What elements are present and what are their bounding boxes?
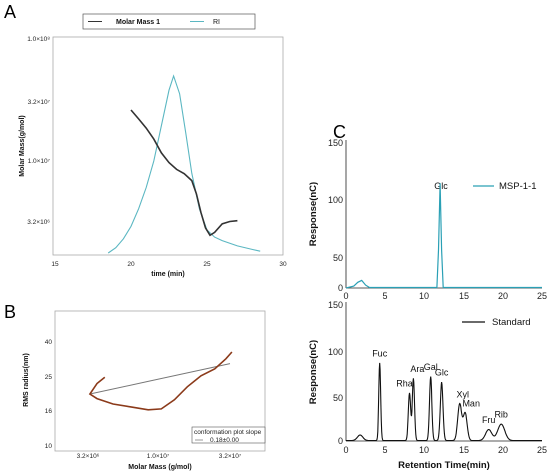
b-y-axis-label: RMS radius(nm): [23, 353, 30, 407]
a-ytick-2: 3.2×10⁷: [28, 99, 51, 106]
c-top-ytick-3: 150: [328, 138, 343, 148]
a-ytick-3: 1.0×10⁸: [27, 36, 50, 43]
c-bottom-peak-label-fru: Fru: [482, 415, 496, 425]
c-bottom-xtick-4: 20: [498, 445, 508, 455]
c-bottom-xtick-0: 0: [343, 445, 348, 455]
a-x-axis-label: time (min): [151, 271, 184, 278]
b-slope-annotation-box: [191, 426, 266, 444]
c-bottom-xtick-3: 15: [459, 445, 469, 455]
chart-c-bottom: 150 100 50 0 0 5 10 15 20 25 Retention T…: [308, 300, 547, 471]
c-top-xtick-3: 15: [459, 291, 469, 301]
b-ytick-1: 16: [45, 408, 53, 415]
b-xtick-0: 3.2×10⁶: [77, 453, 100, 460]
b-xtick-1: 1.0×10⁷: [147, 453, 170, 460]
c-bottom-peak-label-ara: Ara: [410, 364, 424, 374]
chart-a-frame: [52, 36, 284, 256]
panel-label-a: A: [4, 2, 16, 22]
c-bottom-y-axis-label: Response(nC): [308, 340, 319, 404]
c-bottom-peak-label-man: Man: [462, 399, 480, 409]
a-xtick-3: 30: [279, 261, 287, 268]
c-bottom-ytick-0: 0: [338, 436, 343, 446]
c-bottom-xtick-1: 5: [382, 445, 387, 455]
chart-c-top: 150 100 50 0 0 5 10 15 20 25 Response(nC…: [308, 138, 547, 301]
legend-ri-label: RI: [213, 19, 220, 26]
c-top-y-axis-label: Response(nC): [308, 182, 319, 246]
b-ytick-2: 25: [45, 374, 53, 381]
b-xtick-2: 3.2×10⁷: [219, 453, 242, 460]
a-xtick-2: 25: [203, 261, 211, 268]
c-bottom-standard-series-line: [346, 362, 542, 442]
c-top-xtick-5: 25: [537, 291, 547, 301]
c-top-xtick-0: 0: [343, 291, 348, 301]
c-bottom-legend-label: Standard: [492, 317, 531, 328]
c-top-legend-label: MSP-1-1: [499, 181, 536, 192]
c-top-xtick-4: 20: [498, 291, 508, 301]
c-top-ytick-1: 50: [333, 253, 343, 263]
panel-label-c: C: [333, 122, 346, 142]
a-ytick-1: 1.0×10⁷: [28, 158, 51, 165]
c-bottom-peak-label-gal: Gal: [424, 362, 438, 372]
b-ytick-3: 40: [45, 339, 53, 346]
chart-a-legend: [82, 13, 256, 30]
c-top-ytick-2: 100: [328, 195, 343, 205]
a-y-axis-label: Molar Mass(g/mol): [19, 115, 26, 176]
a-ri-series-line: [107, 74, 261, 254]
panel-label-b: B: [4, 302, 16, 322]
a-xtick-0: 15: [51, 261, 59, 268]
c-top-xtick-1: 5: [382, 291, 387, 301]
c-bottom-peak-label-rib: Rib: [494, 410, 508, 420]
b-fit-series-line: [89, 363, 231, 395]
a-molar-mass-series-line: [130, 109, 238, 237]
b-ytick-0: 10: [45, 443, 53, 450]
c-bottom-peak-label-fuc: Fuc: [372, 348, 388, 358]
chart-b-frame: [54, 310, 266, 452]
b-data-series-line: [88, 351, 233, 411]
c-top-xtick-2: 10: [419, 291, 429, 301]
c-bottom-peak-label-glc: Glc: [435, 368, 449, 378]
c-top-peak-label-glc: Glc: [434, 181, 448, 191]
a-xtick-1: 20: [127, 261, 135, 268]
c-bottom-ytick-1: 50: [333, 393, 343, 403]
a-ytick-0: 3.2×10⁶: [27, 219, 50, 226]
c-top-ytick-0: 0: [338, 283, 343, 293]
c-top-msp-series-line: [345, 183, 542, 289]
b-slope-annotation-title: conformation plot slope: [194, 429, 262, 436]
c-bottom-peak-label-xyl: Xyl: [456, 390, 469, 400]
chart-a: Molar Mass 1 RI 1.0×10⁸ 3.2×10⁷ 1.0×10⁷ …: [19, 13, 287, 278]
c-bottom-xtick-2: 10: [419, 445, 429, 455]
chart-b: 40 25 16 10 3.2×10⁶ 1.0×10⁷ 3.2×10⁷ Mola…: [23, 310, 266, 471]
legend-molar-mass-label: Molar Mass 1: [116, 19, 160, 26]
b-slope-annotation-value: 0.18±0.00: [210, 437, 239, 444]
c-bottom-x-axis-label: Retention Time(min): [398, 460, 490, 471]
b-x-axis-label: Molar Mass (g/mol): [128, 464, 191, 471]
c-bottom-peak-label-rha: Rha: [396, 379, 413, 389]
c-bottom-ytick-3: 150: [328, 300, 343, 310]
c-bottom-ytick-2: 100: [328, 347, 343, 357]
c-bottom-xtick-5: 25: [537, 445, 547, 455]
